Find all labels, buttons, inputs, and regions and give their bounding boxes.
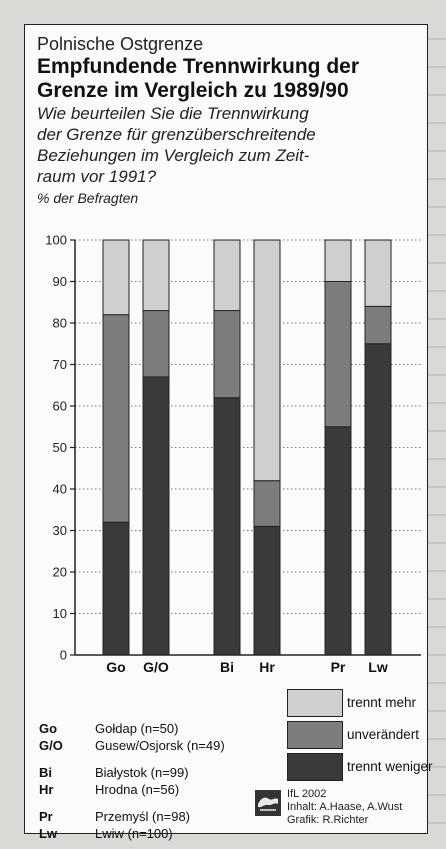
question-line-3: Beziehungen im Vergleich zum Zeit- bbox=[37, 146, 310, 165]
y-tick-label: 0 bbox=[60, 648, 67, 663]
y-tick-label: 100 bbox=[45, 233, 67, 248]
bar-segment bbox=[253, 239, 281, 482]
ifl-logo-icon bbox=[255, 790, 281, 816]
legend-name: Przemyśl (n=98) bbox=[95, 809, 190, 824]
key-label-less: trennt weniger bbox=[347, 759, 433, 774]
bar-segment bbox=[213, 397, 241, 656]
bar-segment bbox=[102, 521, 130, 656]
legend-name: Gołdap (n=50) bbox=[95, 721, 179, 736]
figure-title-line-1: Empfundende Trennwirkung der bbox=[37, 55, 360, 78]
bar-segment bbox=[142, 239, 170, 312]
bar-segment bbox=[213, 310, 241, 399]
legend-name: Hrodna (n=56) bbox=[95, 782, 180, 797]
y-tick-label: 90 bbox=[53, 274, 67, 289]
credit-line-2: Inhalt: A.Haase, A.Wust bbox=[287, 801, 403, 813]
bar-segment bbox=[324, 239, 352, 282]
y-tick-label: 30 bbox=[53, 523, 67, 538]
bar-segment bbox=[102, 239, 130, 316]
x-tick-label: Go bbox=[106, 659, 125, 675]
figure-title-line-2: Grenze im Vergleich zu 1989/90 bbox=[37, 79, 349, 102]
question-line-4: raum vor 1991? bbox=[37, 167, 157, 186]
y-tick-label: 70 bbox=[53, 357, 67, 372]
legend-name: Gusew/Osjorsk (n=49) bbox=[95, 738, 225, 753]
x-tick-label: Lw bbox=[368, 659, 388, 675]
stacked-bar-chart: 0 10 20 30 40 50 60 70 80 90 100 Go G/O Bi Hr Pr Lw bbox=[45, 233, 421, 675]
bar-segment bbox=[102, 314, 130, 523]
y-tick-label: 60 bbox=[53, 399, 67, 414]
legend-code: Bi bbox=[39, 765, 52, 780]
legend-code: Hr bbox=[39, 782, 54, 797]
y-tick-label: 50 bbox=[53, 440, 67, 455]
x-tick-label: Pr bbox=[331, 659, 346, 675]
bar-segment bbox=[324, 281, 352, 428]
legend-code: G/O bbox=[39, 738, 63, 753]
credit-text: IfL 2002 Inhalt: A.Haase, A.Wust Grafik:… bbox=[287, 788, 402, 827]
credit-line-3: Grafik: R.Richter bbox=[287, 814, 369, 826]
x-tick-label: Bi bbox=[220, 659, 234, 675]
figure-card: Polnische Ostgrenze Empfundende Trennwir… bbox=[24, 24, 433, 841]
question-line-1: Wie beurteilen Sie die Trennwirkung bbox=[37, 104, 309, 123]
bar-segment bbox=[324, 426, 352, 656]
legend-code: Pr bbox=[39, 809, 53, 824]
bar-segment bbox=[213, 239, 241, 312]
bar-segment bbox=[253, 480, 281, 527]
y-tick-label: 10 bbox=[53, 606, 67, 621]
figure-kicker: Polnische Ostgrenze bbox=[37, 34, 204, 54]
figure-header: Polnische Ostgrenze Empfundende Trennwir… bbox=[37, 33, 417, 207]
question-line-2: der Grenze für grenzüberschreitende bbox=[37, 125, 316, 144]
y-tick-label: 20 bbox=[53, 565, 67, 580]
y-tick-label: 40 bbox=[53, 482, 67, 497]
bar-segment bbox=[364, 239, 392, 307]
x-tick-label: G/O bbox=[143, 659, 169, 675]
key-label-same: unverändert bbox=[347, 727, 420, 742]
key-swatch-light bbox=[287, 689, 343, 717]
x-tick-label: Hr bbox=[259, 659, 275, 675]
bar-segment bbox=[253, 525, 281, 656]
legend-name: Białystok (n=99) bbox=[95, 765, 189, 780]
key-swatch-medium bbox=[287, 721, 343, 749]
credit-line-1: IfL 2002 bbox=[287, 788, 327, 800]
legend-code: Lw bbox=[39, 826, 58, 841]
key-label-more: trennt mehr bbox=[347, 695, 417, 710]
bar-segment bbox=[142, 376, 170, 656]
legend-code: Go bbox=[39, 721, 58, 736]
y-tick-label: 80 bbox=[53, 316, 67, 331]
legend-name: Lwiw (n=100) bbox=[95, 826, 173, 841]
y-axis-unit-label: % der Befragten bbox=[37, 190, 139, 206]
key-swatch-dark bbox=[287, 753, 343, 781]
bar-segment bbox=[364, 305, 392, 345]
bar-segment bbox=[142, 310, 170, 378]
bar-segment bbox=[364, 343, 392, 656]
